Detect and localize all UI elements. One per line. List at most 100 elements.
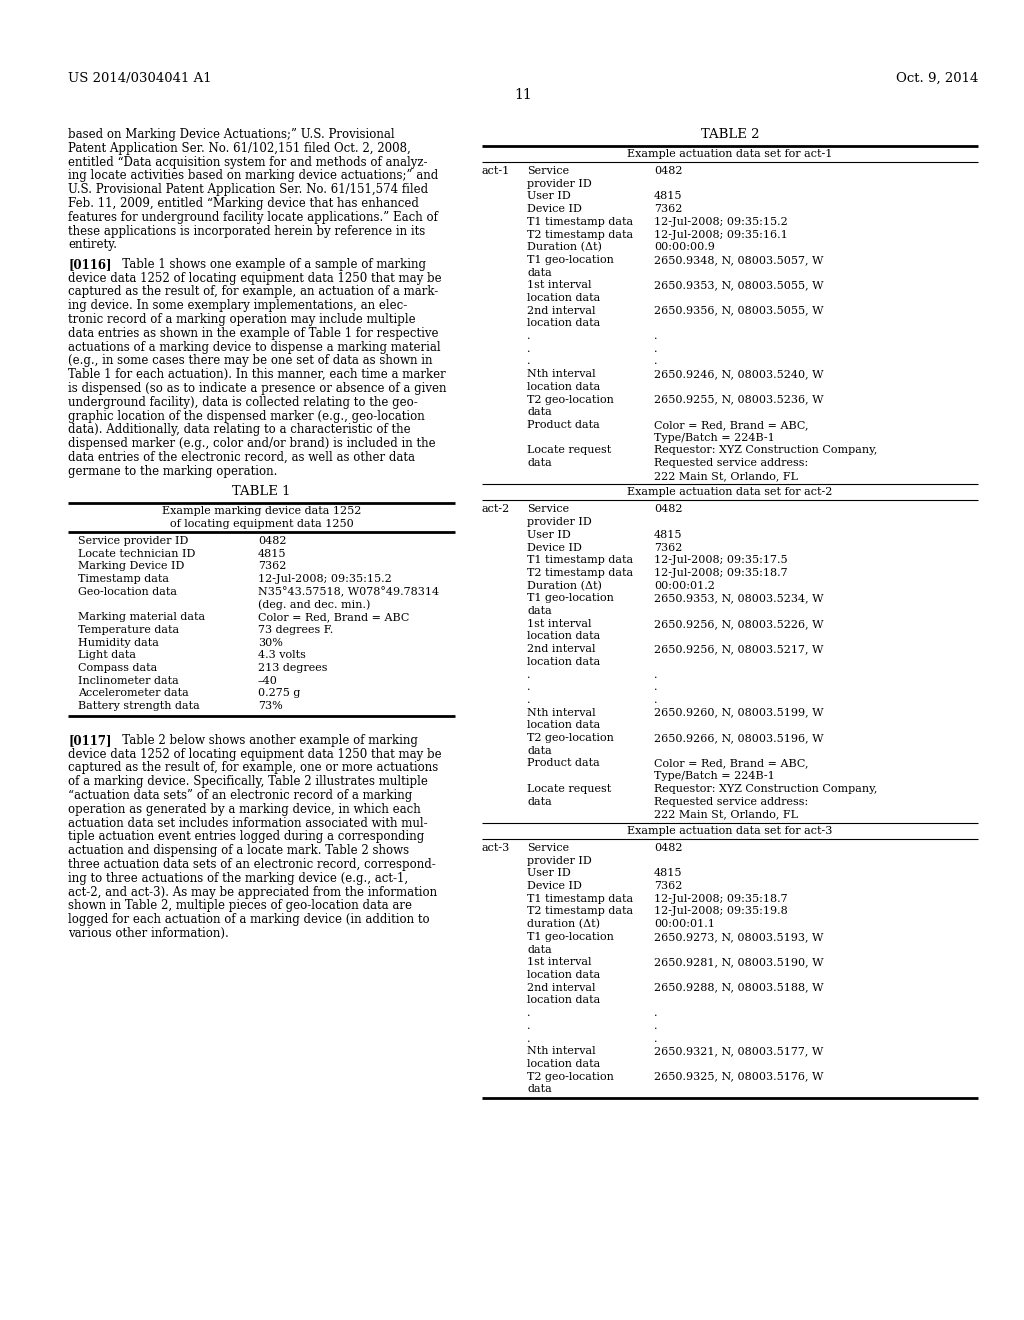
- Text: Compass data: Compass data: [78, 663, 158, 673]
- Text: –40: –40: [258, 676, 278, 685]
- Text: .: .: [527, 682, 530, 692]
- Text: .: .: [654, 331, 657, 341]
- Text: Duration (Δt): Duration (Δt): [527, 242, 602, 252]
- Text: Nth interval: Nth interval: [527, 370, 596, 379]
- Text: (deg. and dec. min.): (deg. and dec. min.): [258, 599, 371, 610]
- Text: device data 1252 of locating equipment data 1250 that may be: device data 1252 of locating equipment d…: [68, 272, 441, 285]
- Text: Example actuation data set for act-2: Example actuation data set for act-2: [628, 487, 833, 498]
- Text: U.S. Provisional Patent Application Ser. No. 61/151,574 filed: U.S. Provisional Patent Application Ser.…: [68, 183, 428, 197]
- Text: 4815: 4815: [654, 191, 683, 202]
- Text: data: data: [527, 268, 552, 277]
- Text: Accelerometer data: Accelerometer data: [78, 688, 188, 698]
- Text: Battery strength data: Battery strength data: [78, 701, 200, 711]
- Text: .: .: [527, 1020, 530, 1031]
- Text: 7362: 7362: [654, 205, 682, 214]
- Text: 4.3 volts: 4.3 volts: [258, 651, 306, 660]
- Text: .: .: [527, 331, 530, 341]
- Text: Nth interval: Nth interval: [527, 708, 596, 718]
- Text: Color = Red, Brand = ABC,: Color = Red, Brand = ABC,: [654, 420, 809, 430]
- Text: location data: location data: [527, 631, 600, 642]
- Text: 12-Jul-2008; 09:35:19.8: 12-Jul-2008; 09:35:19.8: [654, 907, 787, 916]
- Text: 2650.9281, N, 08003.5190, W: 2650.9281, N, 08003.5190, W: [654, 957, 823, 968]
- Text: Inclinometer data: Inclinometer data: [78, 676, 179, 685]
- Text: tronic record of a marking operation may include multiple: tronic record of a marking operation may…: [68, 313, 416, 326]
- Text: 2650.9325, N, 08003.5176, W: 2650.9325, N, 08003.5176, W: [654, 1072, 823, 1081]
- Text: Service provider ID: Service provider ID: [78, 536, 188, 546]
- Text: Nth interval: Nth interval: [527, 1047, 596, 1056]
- Text: data: data: [527, 408, 552, 417]
- Text: Service: Service: [527, 504, 569, 515]
- Text: 0482: 0482: [654, 166, 683, 176]
- Text: data entries of the electronic record, as well as other data: data entries of the electronic record, a…: [68, 451, 415, 463]
- Text: Type/Batch = 224B-1: Type/Batch = 224B-1: [654, 433, 775, 442]
- Text: T2 geo-location: T2 geo-location: [527, 733, 613, 743]
- Text: Patent Application Ser. No. 61/102,151 filed Oct. 2, 2008,: Patent Application Ser. No. 61/102,151 f…: [68, 141, 411, 154]
- Text: Color = Red, Brand = ABC: Color = Red, Brand = ABC: [258, 612, 410, 622]
- Text: location data: location data: [527, 657, 600, 667]
- Text: logged for each actuation of a marking device (in addition to: logged for each actuation of a marking d…: [68, 913, 430, 927]
- Text: Service: Service: [527, 843, 569, 853]
- Text: [0117]: [0117]: [68, 734, 112, 747]
- Text: “actuation data sets” of an electronic record of a marking: “actuation data sets” of an electronic r…: [68, 789, 413, 803]
- Text: 4815: 4815: [258, 549, 287, 558]
- Text: Marking material data: Marking material data: [78, 612, 205, 622]
- Text: ing device. In some exemplary implementations, an elec-: ing device. In some exemplary implementa…: [68, 300, 408, 312]
- Text: Requestor: XYZ Construction Company,: Requestor: XYZ Construction Company,: [654, 445, 878, 455]
- Text: device data 1252 of locating equipment data 1250 that may be: device data 1252 of locating equipment d…: [68, 747, 441, 760]
- Text: 2650.9348, N, 08003.5057, W: 2650.9348, N, 08003.5057, W: [654, 255, 823, 265]
- Text: Table 2 below shows another example of marking: Table 2 below shows another example of m…: [111, 734, 418, 747]
- Text: 2650.9256, N, 08003.5217, W: 2650.9256, N, 08003.5217, W: [654, 644, 823, 655]
- Text: .: .: [654, 1034, 657, 1044]
- Text: shown in Table 2, multiple pieces of geo-location data are: shown in Table 2, multiple pieces of geo…: [68, 899, 412, 912]
- Text: Device ID: Device ID: [527, 543, 582, 553]
- Text: 0482: 0482: [258, 536, 287, 546]
- Text: 7362: 7362: [654, 880, 682, 891]
- Text: .: .: [654, 1008, 657, 1018]
- Text: 2650.9256, N, 08003.5226, W: 2650.9256, N, 08003.5226, W: [654, 619, 823, 628]
- Text: .: .: [654, 669, 657, 680]
- Text: 2650.9260, N, 08003.5199, W: 2650.9260, N, 08003.5199, W: [654, 708, 823, 718]
- Text: 0482: 0482: [654, 843, 683, 853]
- Text: Example actuation data set for act-3: Example actuation data set for act-3: [628, 826, 833, 836]
- Text: 213 degrees: 213 degrees: [258, 663, 328, 673]
- Text: Oct. 9, 2014: Oct. 9, 2014: [896, 73, 978, 84]
- Text: Light data: Light data: [78, 651, 136, 660]
- Text: of locating equipment data 1250: of locating equipment data 1250: [170, 519, 353, 529]
- Text: .: .: [527, 1034, 530, 1044]
- Text: Marking Device ID: Marking Device ID: [78, 561, 184, 572]
- Text: location data: location data: [527, 381, 600, 392]
- Text: based on Marking Device Actuations;” U.S. Provisional: based on Marking Device Actuations;” U.S…: [68, 128, 394, 141]
- Text: data). Additionally, data relating to a characteristic of the: data). Additionally, data relating to a …: [68, 424, 411, 437]
- Text: Requested service address:: Requested service address:: [654, 796, 808, 807]
- Text: 73 degrees F.: 73 degrees F.: [258, 624, 333, 635]
- Text: T1 timestamp data: T1 timestamp data: [527, 216, 633, 227]
- Text: location data: location data: [527, 995, 600, 1006]
- Text: Locate technician ID: Locate technician ID: [78, 549, 196, 558]
- Text: 4815: 4815: [654, 529, 683, 540]
- Text: 1st interval: 1st interval: [527, 619, 592, 628]
- Text: (e.g., in some cases there may be one set of data as shown in: (e.g., in some cases there may be one se…: [68, 354, 432, 367]
- Text: TABLE 1: TABLE 1: [232, 486, 291, 499]
- Text: actuation data set includes information associated with mul-: actuation data set includes information …: [68, 817, 428, 829]
- Text: Service: Service: [527, 166, 569, 176]
- Text: 2650.9288, N, 08003.5188, W: 2650.9288, N, 08003.5188, W: [654, 982, 823, 993]
- Text: of a marking device. Specifically, Table 2 illustrates multiple: of a marking device. Specifically, Table…: [68, 775, 428, 788]
- Text: underground facility), data is collected relating to the geo-: underground facility), data is collected…: [68, 396, 418, 409]
- Text: 2650.9321, N, 08003.5177, W: 2650.9321, N, 08003.5177, W: [654, 1047, 823, 1056]
- Text: .: .: [527, 1008, 530, 1018]
- Text: Table 1 for each actuation). In this manner, each time a marker: Table 1 for each actuation). In this man…: [68, 368, 445, 381]
- Text: data: data: [527, 746, 552, 756]
- Text: Product data: Product data: [527, 759, 600, 768]
- Text: 222 Main St, Orlando, FL: 222 Main St, Orlando, FL: [654, 809, 798, 820]
- Text: 00:00:01.2: 00:00:01.2: [654, 581, 715, 590]
- Text: ing to three actuations of the marking device (e.g., act-1,: ing to three actuations of the marking d…: [68, 871, 409, 884]
- Text: data: data: [527, 606, 552, 616]
- Text: T2 geo-location: T2 geo-location: [527, 395, 613, 405]
- Text: Device ID: Device ID: [527, 880, 582, 891]
- Text: captured as the result of, for example, one or more actuations: captured as the result of, for example, …: [68, 762, 438, 775]
- Text: 2650.9353, N, 08003.5055, W: 2650.9353, N, 08003.5055, W: [654, 280, 823, 290]
- Text: .: .: [654, 1020, 657, 1031]
- Text: User ID: User ID: [527, 529, 570, 540]
- Text: .: .: [654, 356, 657, 367]
- Text: provider ID: provider ID: [527, 855, 592, 866]
